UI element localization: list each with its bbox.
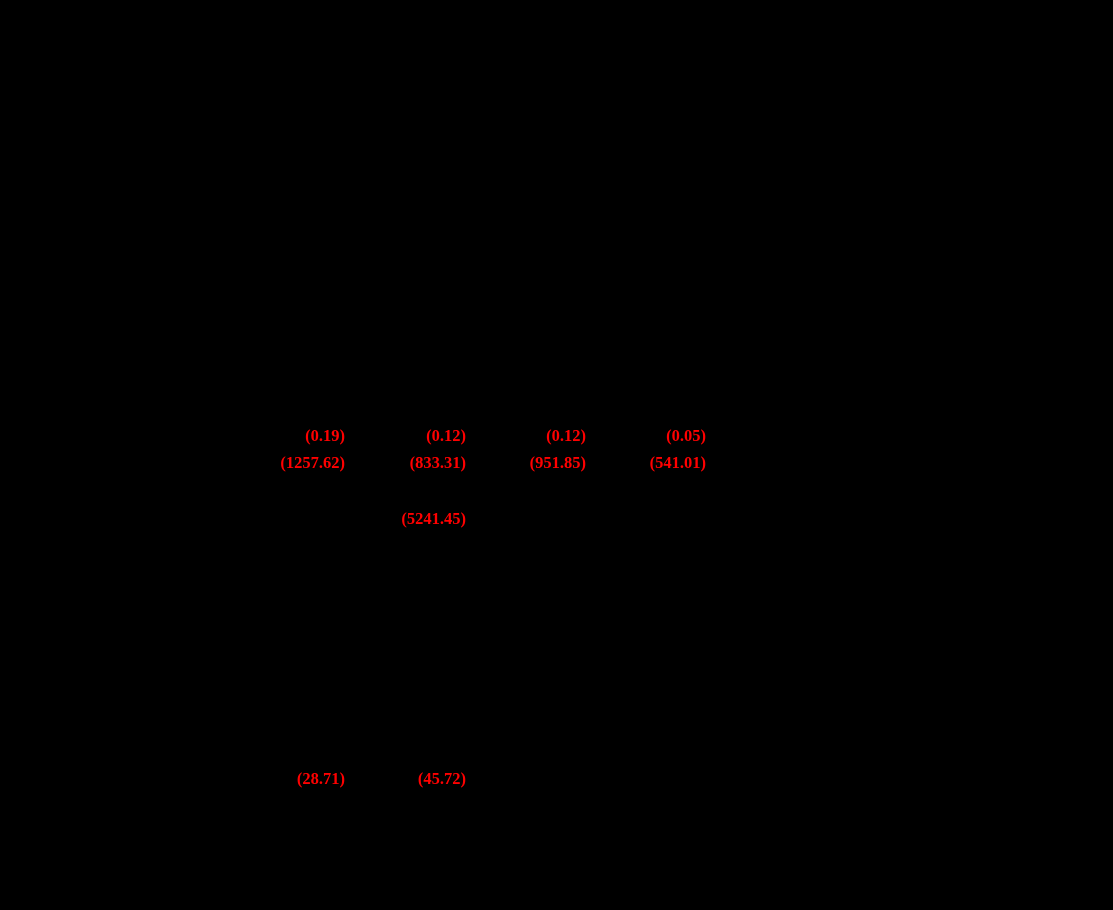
negative-value: (833.31): [409, 453, 466, 472]
negative-value: (541.01): [649, 453, 706, 472]
negative-value: (0.12): [546, 426, 586, 445]
negative-value: (0.19): [305, 426, 345, 445]
negative-value: (1257.62): [280, 453, 345, 472]
negative-value: (0.05): [666, 426, 706, 445]
negative-value: (0.12): [426, 426, 466, 445]
negative-value: (5241.45): [401, 509, 466, 528]
negative-value: (28.71): [296, 769, 345, 788]
negative-value: (951.85): [529, 453, 586, 472]
negative-value: (45.72): [417, 769, 466, 788]
